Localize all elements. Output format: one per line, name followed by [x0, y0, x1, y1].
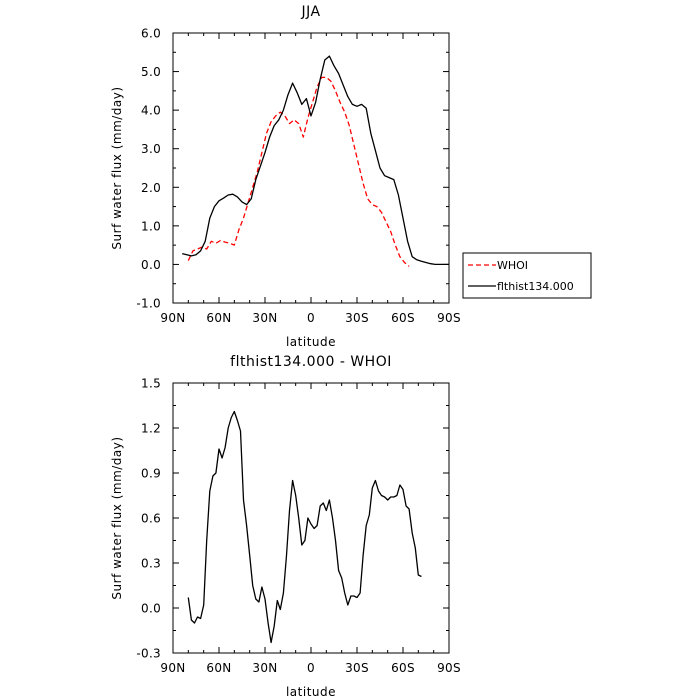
plot-frame — [172, 382, 450, 654]
chart-title: flthist134.000 - WHOI — [230, 354, 392, 370]
legend: WHOI flthist134.000 — [462, 252, 592, 299]
plot-frame — [172, 32, 450, 304]
y-tick-label: 0.3 — [141, 557, 161, 571]
series-line-0 — [187, 410, 422, 644]
y-tick-label: 0.6 — [141, 512, 161, 526]
x-tick-label: 90S — [437, 661, 461, 675]
y-tick-label: 5.0 — [141, 65, 161, 79]
x-tick-label: 90S — [437, 311, 461, 325]
y-axis-label: Surf water flux (mm/day) — [110, 436, 124, 599]
y-tick-label: 2.0 — [141, 181, 161, 195]
y-tick-label: 0.9 — [141, 467, 161, 481]
x-tick-label: 60S — [391, 311, 415, 325]
x-axis-label: latitude — [286, 335, 336, 349]
x-tick-label: 30S — [345, 661, 369, 675]
x-tick-label: 30N — [252, 311, 277, 325]
x-tick-label: 60N — [206, 661, 231, 675]
y-tick-label: -0.3 — [136, 647, 161, 661]
y-tick-label: -1.0 — [136, 297, 161, 311]
legend-label: flthist134.000 — [497, 280, 574, 293]
y-tick-label: 1.2 — [141, 422, 161, 436]
x-tick-label: 0 — [307, 311, 315, 325]
y-tick-label: 1.0 — [141, 219, 161, 233]
x-tick-label: 90N — [160, 661, 185, 675]
x-tick-label: 60N — [206, 311, 231, 325]
series-line-0 — [187, 76, 410, 267]
y-tick-label: 1.5 — [141, 377, 161, 391]
y-tick-label: 6.0 — [141, 27, 161, 41]
x-tick-label: 30S — [345, 311, 369, 325]
chart-title: JJA — [300, 4, 320, 20]
x-tick-label: 30N — [252, 661, 277, 675]
top-chart-panel: 90N 60N 30N 0 30S 60S 90S -1.0 0.0 1.0 2.0 3.0 4.0 5.… — [110, 4, 592, 349]
x-tick-label: 0 — [307, 661, 315, 675]
x-axis-label: latitude — [286, 685, 336, 699]
series-line-1 — [182, 55, 449, 266]
y-tick-label: 0.0 — [141, 258, 161, 272]
bottom-chart-panel: 90N 60N 30N 0 30S 60S 90S -0.3 0.0 0.3 0.6 0.9 1.2 1.… — [110, 354, 461, 699]
y-tick-label: 0.0 — [141, 602, 161, 616]
x-tick-label: 90N — [160, 311, 185, 325]
x-tick-label: 60S — [391, 661, 415, 675]
y-tick-label: 3.0 — [141, 142, 161, 156]
legend-label: WHOI — [497, 259, 528, 272]
legend-box — [462, 252, 592, 299]
y-axis-label: Surf water flux (mm/day) — [110, 86, 124, 249]
y-tick-label: 4.0 — [141, 104, 161, 118]
